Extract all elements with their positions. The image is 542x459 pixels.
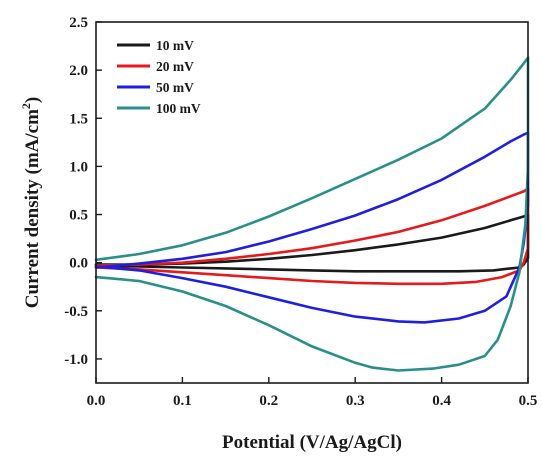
y-axis-title-close: ) [22,97,43,103]
legend-label: 100 mV [156,101,201,116]
x-tick-label: 0.4 [432,393,451,409]
y-tick-label: 1.5 [69,111,88,127]
x-tick-label: 0.0 [87,393,106,409]
x-axis-title: Potential (V/Ag/AgCl) [222,432,402,453]
y-axis-title: Current density (mA/cm2) [19,97,43,308]
series-line-100-mv [94,56,530,372]
y-axis-title-superscript: 2 [19,103,33,109]
x-tick-label: 0.5 [519,393,538,409]
y-tick-label: 2.5 [69,15,88,31]
legend-label: 20 mV [156,59,194,74]
x-tick-label: 0.3 [346,393,365,409]
plot-frame [95,21,529,384]
y-tick-label: 1.0 [69,159,88,175]
legend-label: 50 mV [156,80,194,95]
y-tick-label: -1.0 [64,352,88,368]
y-tick-label: 0.5 [69,208,88,224]
y-tick-label: 0.0 [69,256,88,272]
y-tick-label: -0.5 [64,304,88,320]
legend-label: 10 mV [156,38,194,53]
x-tick-label: 0.1 [173,393,192,409]
y-tick-label: 2.0 [69,63,88,79]
legend: 10 mV 20 mV 50 mV 100 mV [117,38,201,116]
y-axis-title-main: Current density (mA/cm [22,109,43,308]
x-tick-label: 0.2 [259,393,278,409]
ticks-layer: 0.0 0.1 0.2 0.3 0.4 0.5 -1.0 -0.5 0.0 0.5 1.0 1.5 2.… [64,15,537,409]
